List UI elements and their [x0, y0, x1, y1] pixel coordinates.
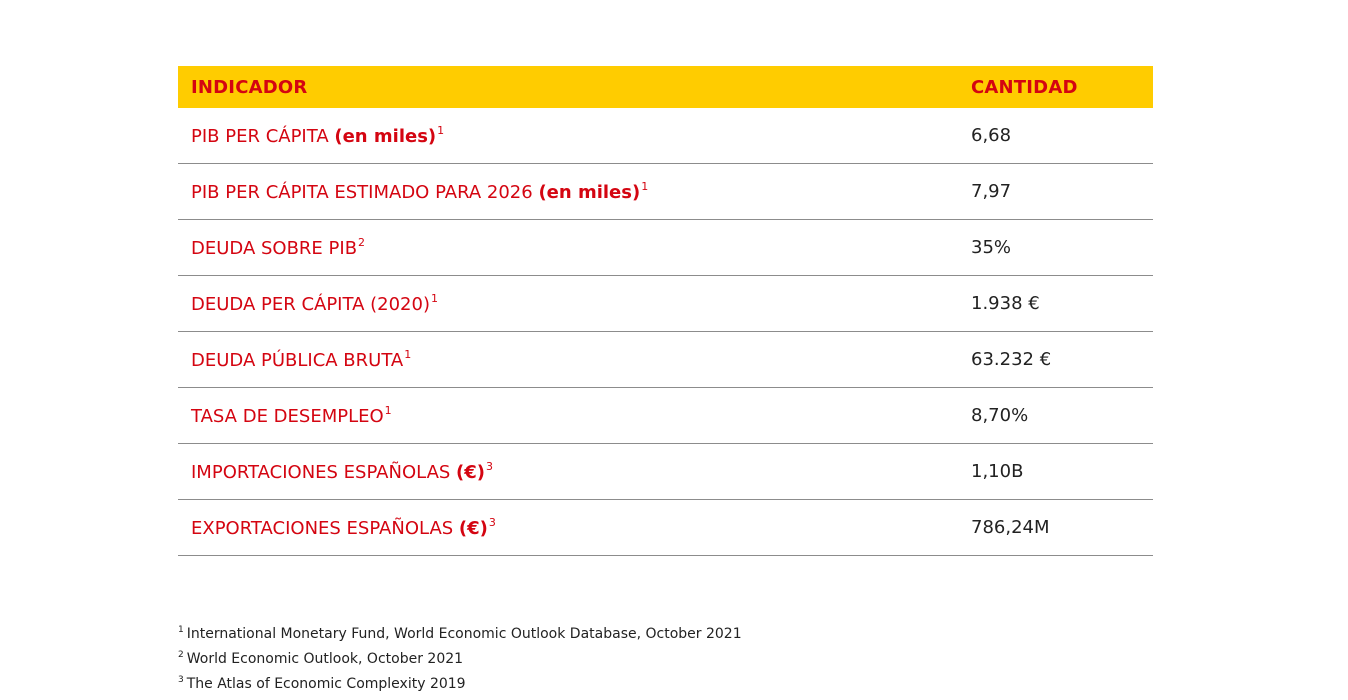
indicator-label: IMPORTACIONES ESPAÑOLAS: [191, 462, 457, 483]
footnote: 3 The Atlas of Economic Complexity 2019: [178, 670, 742, 695]
footnote-ref: 1: [437, 124, 445, 137]
header-amount: CANTIDAD: [971, 76, 1078, 98]
amount-cell: 1.938 €: [971, 293, 1040, 314]
indicator-label: DEUDA PÚBLICA BRUTA: [191, 350, 404, 371]
table-row: TASA DE DESEMPLEO1 8,70%: [178, 388, 1153, 444]
indicator-label: PIB PER CÁPITA ESTIMADO PARA 2026: [191, 182, 539, 203]
footnote-ref: 1: [641, 180, 649, 193]
footnote-text: World Economic Outlook, October 2021: [186, 651, 464, 667]
amount-cell: 7,97: [971, 181, 1012, 202]
table-header: INDICADOR CANTIDAD: [178, 66, 1153, 108]
amount-cell: 6,68: [971, 125, 1012, 146]
indicator-label: DEUDA SOBRE PIB: [191, 238, 358, 259]
amount-cell: 1,10B: [971, 461, 1024, 482]
indicator-label: DEUDA PER CÁPITA (2020): [191, 294, 430, 315]
indicator-cell: DEUDA SOBRE PIB2: [178, 236, 958, 259]
table-row: DEUDA PER CÁPITA (2020)1 1.938 €: [178, 276, 1153, 332]
footnote-text: The Atlas of Economic Complexity 2019: [186, 676, 466, 692]
table-row: PIB PER CÁPITA ESTIMADO PARA 2026 (en mi…: [178, 164, 1153, 220]
footnote-ref: 2: [358, 236, 366, 249]
footnote: 1 International Monetary Fund, World Econ…: [178, 620, 742, 645]
footnote-number: 1: [178, 625, 184, 635]
table-row: DEUDA SOBRE PIB2 35%: [178, 220, 1153, 276]
indicator-cell: PIB PER CÁPITA (en miles)1: [178, 124, 958, 147]
unit-note: (€): [456, 462, 486, 483]
indicator-cell: PIB PER CÁPITA ESTIMADO PARA 2026 (en mi…: [178, 180, 958, 203]
footnote-text: International Monetary Fund, World Econo…: [186, 626, 742, 642]
footnote-ref: 1: [430, 292, 438, 305]
indicator-cell: TASA DE DESEMPLEO1: [178, 404, 958, 427]
footnote-ref: 3: [488, 516, 496, 529]
footnote-ref: 1: [404, 348, 412, 361]
footnote-number: 3: [178, 675, 184, 685]
amount-cell: 35%: [971, 237, 1012, 258]
footnote-ref: 3: [486, 460, 494, 473]
header-indicator: INDICADOR: [191, 76, 308, 98]
table-row: EXPORTACIONES ESPAÑOLAS (€)3 786,24M: [178, 500, 1153, 556]
indicator-cell: DEUDA PER CÁPITA (2020)1: [178, 292, 958, 315]
unit-note: (€): [458, 518, 488, 539]
indicator-table: INDICADOR CANTIDAD PIB PER CÁPITA (en mi…: [178, 66, 1153, 556]
indicator-cell: IMPORTACIONES ESPAÑOLAS (€)3: [178, 460, 958, 483]
unit-note: (en miles): [538, 182, 641, 203]
indicator-label: PIB PER CÁPITA: [191, 126, 335, 147]
footnote-ref: 1: [384, 404, 392, 417]
indicator-label: EXPORTACIONES ESPAÑOLAS: [191, 518, 459, 539]
footnote: 2 World Economic Outlook, October 2021: [178, 645, 742, 670]
table-row: PIB PER CÁPITA (en miles)1 6,68: [178, 108, 1153, 164]
indicator-cell: EXPORTACIONES ESPAÑOLAS (€)3: [178, 516, 958, 539]
footnote-number: 2: [178, 650, 184, 660]
table-row: IMPORTACIONES ESPAÑOLAS (€)3 1,10B: [178, 444, 1153, 500]
indicator-cell: DEUDA PÚBLICA BRUTA1: [178, 348, 958, 371]
amount-cell: 63.232 €: [971, 349, 1052, 370]
footnotes: 1 International Monetary Fund, World Econ…: [178, 620, 742, 695]
amount-cell: 786,24M: [971, 517, 1050, 538]
table-row: DEUDA PÚBLICA BRUTA1 63.232 €: [178, 332, 1153, 388]
indicator-label: TASA DE DESEMPLEO: [191, 406, 384, 427]
amount-cell: 8,70%: [971, 405, 1029, 426]
unit-note: (en miles): [334, 126, 437, 147]
